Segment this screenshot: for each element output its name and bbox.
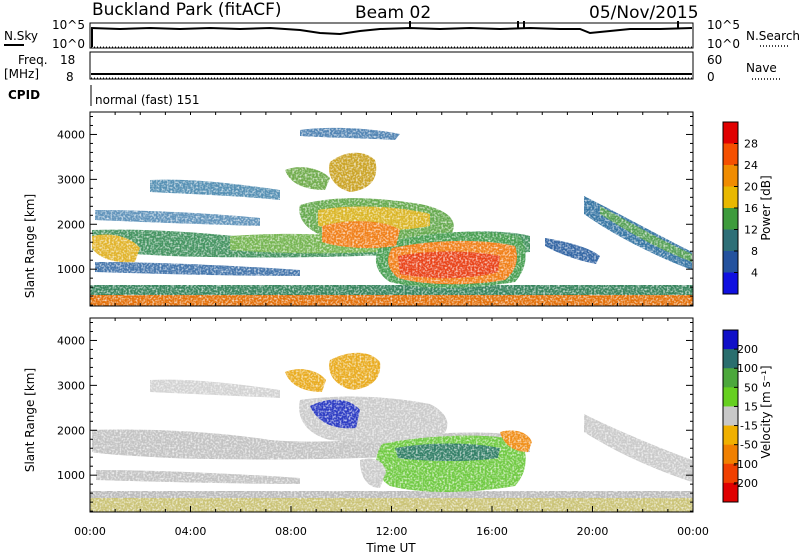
colorbar-frame	[722, 329, 739, 503]
power-colorbar: 28 24 20 16 12 8 4	[722, 121, 758, 295]
colorbar-tick-label: 15	[744, 400, 758, 413]
colorbar-swatch	[723, 122, 738, 144]
power-heatmap	[90, 127, 693, 306]
x-tick-label: 16:00	[476, 525, 508, 538]
velocity-y-axis: 1000 2000 3000 4000	[57, 321, 693, 512]
y-tick-label: 4000	[57, 128, 85, 141]
colorbar-swatch	[723, 406, 738, 427]
freq-tick-top: 18	[60, 53, 75, 67]
velocity-colorbar-label: Velocity [m s⁻¹]	[759, 365, 773, 458]
colorbar-swatch	[723, 208, 738, 230]
nsearch-label: N.Search	[746, 29, 800, 43]
y-tick-label: 4000	[57, 334, 85, 347]
freq-panel	[89, 51, 694, 80]
noise-sky-line	[90, 26, 693, 36]
noise-panel	[89, 22, 694, 49]
colorbar-tick-label: -200	[733, 477, 758, 490]
colorbar-swatch	[723, 482, 738, 503]
colorbar-tick-label: 28	[744, 138, 758, 151]
velocity-ylabel: Slant Range [km]	[23, 368, 37, 472]
nsky-label: N.Sky	[4, 29, 38, 43]
x-tick-label: 04:00	[175, 525, 207, 538]
noise-tick-top: 10^5	[52, 18, 85, 32]
colorbar-swatch	[723, 165, 738, 187]
colorbar-swatch	[723, 330, 738, 350]
colorbar-swatch	[723, 251, 738, 273]
colorbar-swatch	[723, 349, 738, 369]
x-tick-label: 20:00	[577, 525, 609, 538]
freq-tick-bottom: 8	[66, 70, 74, 84]
freq-label-1: Freq.	[18, 53, 48, 67]
cpid-label: CPID	[8, 88, 40, 102]
x-tick-label: 08:00	[275, 525, 307, 538]
x-tick-label: 12:00	[376, 525, 408, 538]
y-tick-label: 1000	[57, 469, 85, 482]
colorbar-tick-label: 100	[737, 362, 758, 375]
colorbar-swatch	[723, 229, 738, 252]
colorbar-swatch	[723, 463, 738, 484]
colorbar-swatch	[723, 387, 738, 407]
colorbar-tick-label: 24	[744, 159, 758, 172]
y-tick-label: 2000	[57, 218, 85, 231]
colorbar-swatch	[723, 425, 738, 446]
station-title: Buckland Park (fitACF)	[92, 0, 282, 20]
x-tick-label: 00:00	[74, 525, 106, 538]
noise-right-tick-bottom: 10^0	[707, 37, 740, 51]
colorbar-tick-label: 4	[751, 267, 758, 280]
nave-tick-bottom: 0	[707, 70, 715, 84]
time-x-axis: 00:00 04:00 08:00 12:00 16:00 20:00 00:00	[74, 112, 709, 538]
noise-right-tick-top: 10^5	[707, 18, 740, 32]
colorbar-swatch	[723, 186, 738, 209]
time-xlabel: Time UT	[365, 541, 416, 554]
colorbar-tick-label: -50	[740, 439, 758, 452]
power-ylabel: Slant Range [km]	[23, 194, 37, 298]
y-tick-label: 3000	[57, 379, 85, 392]
x-tick-label: 00:00	[677, 525, 709, 538]
power-y-axis: 1000 2000 3000 4000	[57, 115, 693, 306]
date-title: 05/Nov/2015	[589, 3, 699, 23]
y-tick-label: 3000	[57, 173, 85, 186]
velocity-heatmap	[90, 352, 693, 512]
colorbar-tick-label: 20	[744, 181, 758, 194]
colorbar-tick-label: 50	[744, 381, 758, 394]
nave-label: Nave	[746, 61, 777, 75]
power-colorbar-label: Power [dB]	[759, 175, 773, 240]
y-tick-label: 1000	[57, 263, 85, 276]
nave-tick-top: 60	[707, 53, 722, 67]
colorbar-swatch	[723, 368, 738, 388]
freq-label-2: [MHz]	[4, 67, 39, 81]
velocity-colorbar: 200 100 50 15 -15 -50 -100 -200	[722, 329, 758, 503]
colorbar-tick-label: -15	[740, 420, 758, 433]
colorbar-tick-label: 12	[744, 224, 758, 237]
colorbar-swatch	[723, 143, 738, 166]
colorbar-tick-label: -100	[733, 458, 758, 471]
cpid-value: normal (fast) 151	[95, 93, 199, 107]
colorbar-tick-label: 16	[744, 202, 758, 215]
noise-tick-bottom: 10^0	[52, 37, 85, 51]
colorbar-swatch	[723, 272, 738, 295]
colorbar-swatch	[723, 444, 738, 465]
colorbar-tick-label: 8	[751, 245, 758, 258]
colorbar-tick-label: 200	[737, 343, 758, 356]
y-tick-label: 2000	[57, 424, 85, 437]
beam-title: Beam 02	[355, 3, 431, 23]
